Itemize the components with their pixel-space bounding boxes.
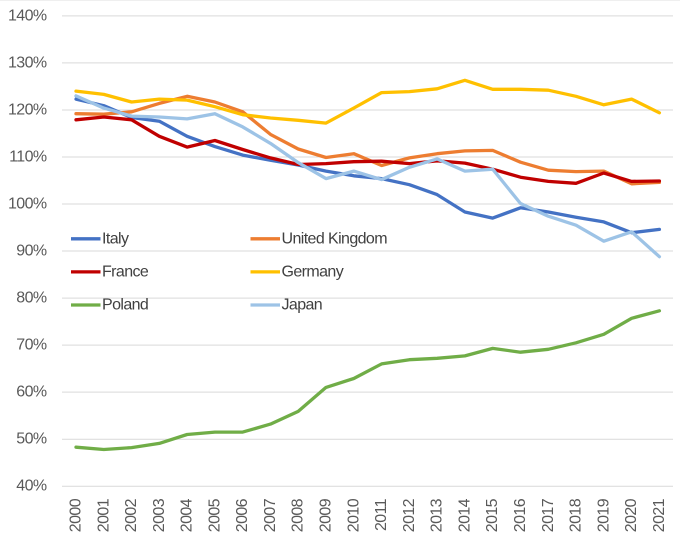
svg-text:United Kingdom: United Kingdom <box>282 230 388 247</box>
svg-text:90%: 90% <box>16 243 47 260</box>
svg-text:140%: 140% <box>8 7 47 24</box>
svg-text:2006: 2006 <box>234 498 251 532</box>
svg-text:2012: 2012 <box>401 498 418 532</box>
svg-text:2009: 2009 <box>318 498 335 532</box>
svg-text:2016: 2016 <box>512 498 529 532</box>
svg-text:60%: 60% <box>16 384 47 401</box>
svg-text:2008: 2008 <box>290 498 307 532</box>
svg-text:France: France <box>102 263 149 280</box>
svg-text:2003: 2003 <box>151 498 168 532</box>
svg-text:2002: 2002 <box>123 498 140 532</box>
svg-text:2020: 2020 <box>623 498 640 532</box>
svg-text:70%: 70% <box>16 337 47 354</box>
svg-text:130%: 130% <box>8 54 47 71</box>
svg-text:Japan: Japan <box>282 297 323 314</box>
svg-text:2007: 2007 <box>262 498 279 532</box>
svg-text:2011: 2011 <box>373 498 390 531</box>
svg-text:2015: 2015 <box>484 498 501 532</box>
svg-text:Poland: Poland <box>102 297 148 314</box>
svg-text:110%: 110% <box>9 149 47 166</box>
svg-text:120%: 120% <box>8 102 47 119</box>
svg-text:2021: 2021 <box>651 498 668 532</box>
svg-text:2018: 2018 <box>568 498 585 532</box>
svg-text:2019: 2019 <box>595 498 612 532</box>
svg-text:80%: 80% <box>16 290 47 307</box>
svg-text:2014: 2014 <box>456 498 473 532</box>
svg-text:2000: 2000 <box>68 498 85 532</box>
svg-text:2013: 2013 <box>429 498 446 532</box>
svg-text:40%: 40% <box>16 478 47 495</box>
svg-text:Italy: Italy <box>102 230 129 247</box>
svg-text:2010: 2010 <box>345 498 362 532</box>
svg-text:50%: 50% <box>16 431 47 448</box>
svg-text:2005: 2005 <box>206 498 223 532</box>
svg-text:Germany: Germany <box>282 263 344 280</box>
svg-text:100%: 100% <box>8 196 47 213</box>
svg-text:2004: 2004 <box>179 498 196 532</box>
svg-text:2001: 2001 <box>95 498 112 532</box>
svg-text:2017: 2017 <box>540 498 557 532</box>
